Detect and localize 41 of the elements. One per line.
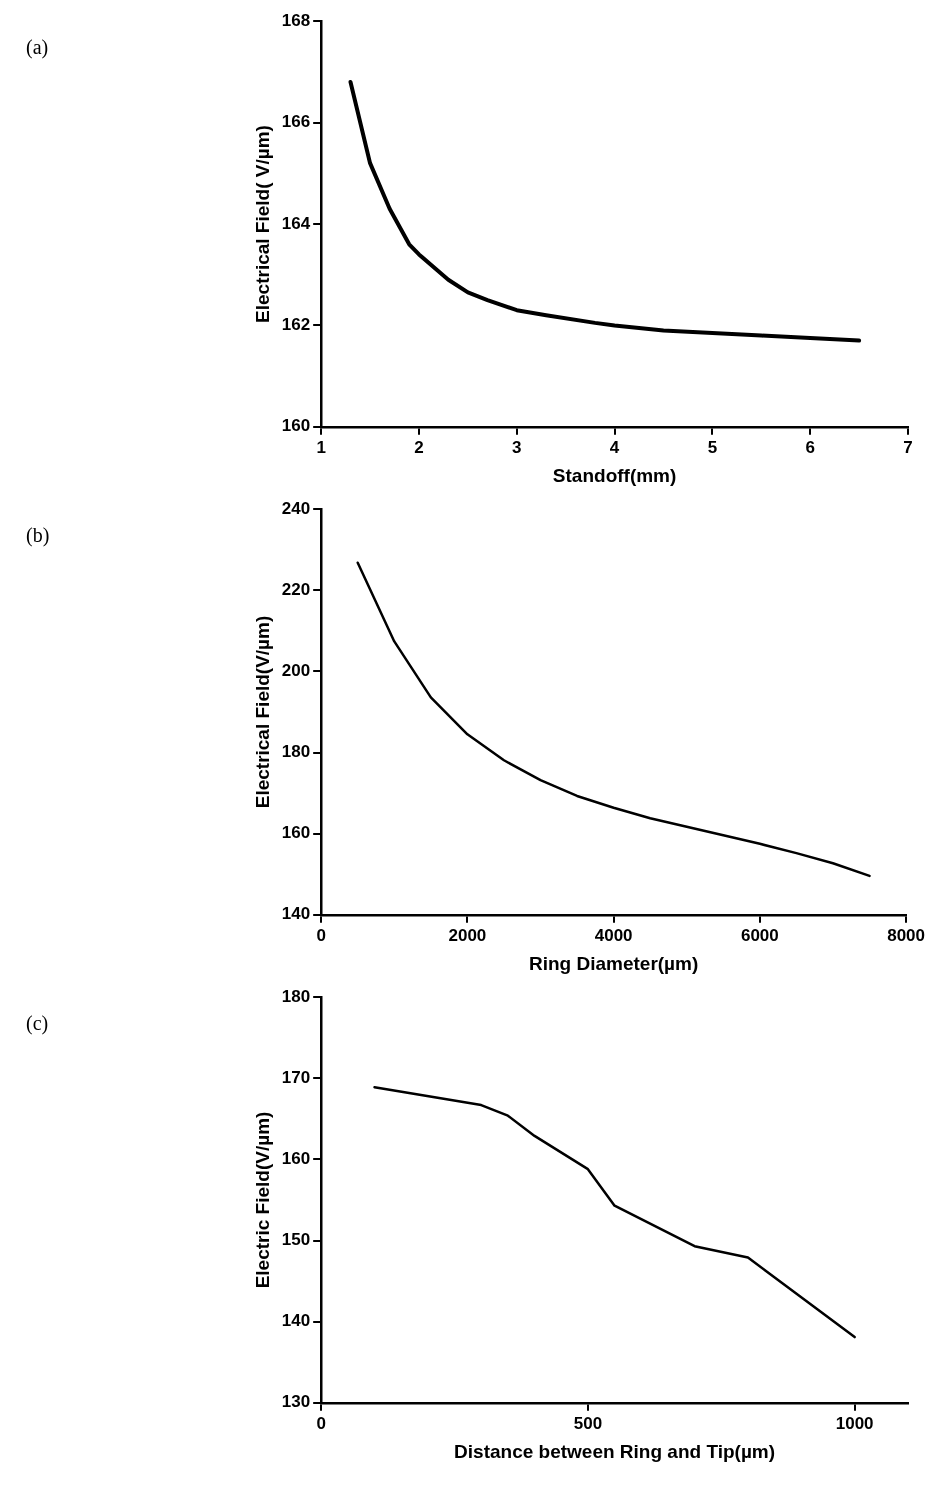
x-tick-label: 1000	[835, 1413, 874, 1433]
y-tick-label: 170	[281, 1068, 311, 1088]
x-tick-label: 4	[609, 437, 620, 457]
x-tick-label: 5	[707, 437, 718, 457]
y-tick-label: 160	[281, 1149, 311, 1169]
y-axis-title: Electric Field(V/µm)	[251, 1111, 273, 1289]
y-tick-label: 200	[281, 661, 311, 681]
y-tick-label: 150	[281, 1230, 311, 1250]
y-tick-label: 168	[281, 10, 311, 30]
y-tick-label: 160	[281, 416, 311, 436]
x-tick-label: 7	[903, 437, 913, 457]
y-tick-label: 130	[281, 1392, 311, 1412]
y-tick-label: 240	[281, 498, 311, 518]
x-axis-title: Ring Diameter(µm)	[528, 952, 699, 974]
x-tick-label: 2000	[448, 925, 487, 945]
y-tick-label: 140	[281, 904, 311, 924]
x-axis-title: Distance between Ring and Tip(µm)	[454, 1440, 776, 1462]
x-axis-title: Standoff(mm)	[552, 464, 677, 486]
y-tick-label: 140	[281, 1311, 311, 1331]
x-tick-label: 6	[805, 437, 815, 457]
x-tick-label: 3	[512, 437, 522, 457]
x-tick-label: 500	[573, 1413, 603, 1433]
y-tick-label: 180	[281, 986, 311, 1006]
y-tick-label: 160	[281, 823, 311, 843]
x-tick-label: 0	[316, 925, 326, 945]
x-tick-label: 4000	[594, 925, 633, 945]
y-tick-label: 162	[281, 315, 311, 335]
text: (c)	[26, 1012, 49, 1035]
y-tick-label: 180	[281, 742, 311, 762]
x-tick-label: 2	[414, 437, 424, 457]
text: (a)	[26, 36, 49, 59]
x-tick-label: 6000	[740, 925, 779, 945]
y-tick-label: 220	[281, 580, 311, 600]
text: (b)	[26, 524, 50, 547]
x-tick-label: 1	[316, 437, 326, 457]
y-axis-title: Electrical Field( V/µm)	[251, 125, 273, 323]
y-tick-label: 164	[281, 213, 311, 233]
y-axis-title: Electrical Field(V/µm)	[251, 615, 273, 809]
x-tick-label: 8000	[887, 925, 925, 945]
y-tick-label: 166	[281, 112, 311, 132]
x-tick-label: 0	[316, 1413, 326, 1433]
